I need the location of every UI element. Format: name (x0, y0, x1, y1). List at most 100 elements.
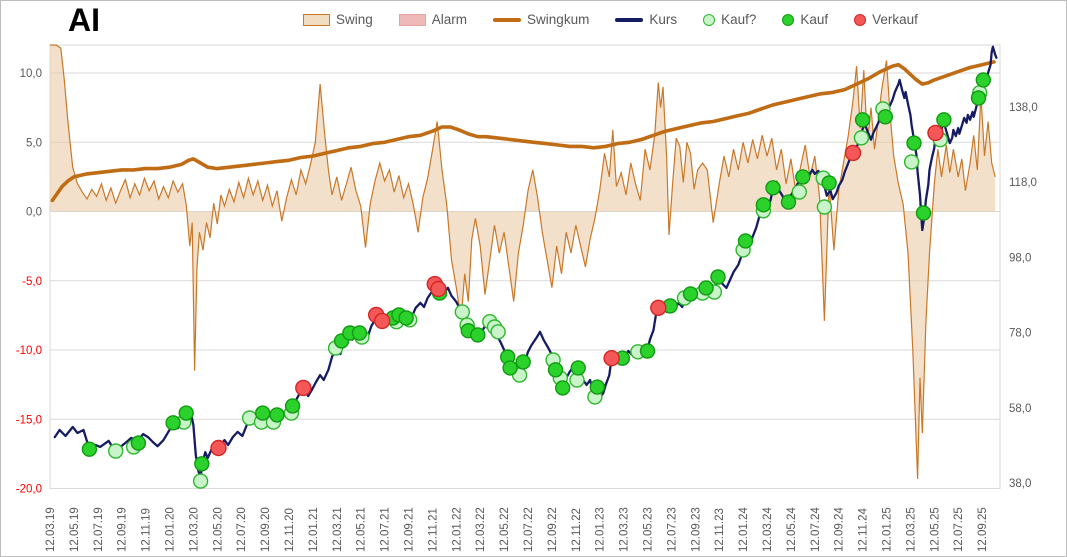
x-axis-label: 12.07.19 (93, 507, 105, 552)
x-axis-label: 12.03.25 (905, 507, 917, 552)
x-axis-label: 12.09.24 (834, 507, 846, 552)
marker-Kauf (269, 407, 285, 423)
dot-swatch-icon (782, 13, 795, 26)
marker-Verkauf (650, 299, 667, 316)
legend-label: Swingkum (527, 12, 590, 27)
x-axis-label: 12.01.20 (165, 507, 177, 552)
x-axis-label: 12.09.19 (117, 507, 129, 552)
marker-Kauf (906, 135, 922, 151)
x-axis-label: 12.03.19 (45, 507, 57, 552)
legend-label: Alarm (431, 12, 468, 27)
marker-Kauf? (454, 304, 470, 320)
x-axis-label: 12.07.20 (236, 507, 248, 552)
marker-Kauf? (816, 199, 833, 215)
marker-Kauf? (490, 324, 506, 340)
marker-Verkauf (844, 144, 862, 162)
plot-border (49, 44, 1001, 489)
x-axis-label: 12.01.24 (738, 507, 750, 552)
marker-Kauf? (192, 473, 209, 489)
x-axis-label: 12.03.21 (332, 507, 344, 552)
marker-Kauf (682, 286, 699, 302)
left-axis-label: 5,0 (26, 137, 42, 149)
marker-Verkauf (374, 312, 391, 330)
marker-Kauf (755, 197, 772, 213)
x-axis-label: 12.05.22 (499, 507, 511, 552)
marker-Kauf? (903, 154, 920, 170)
x-axis-label: 12.11.20 (284, 508, 296, 552)
legend-label: Swing (336, 12, 373, 27)
legend-item-kauf[interactable]: Kauf? (703, 12, 756, 27)
marker-Kauf (515, 354, 531, 370)
x-axis-label: 12.07.22 (523, 507, 535, 552)
legend-label: Kauf? (721, 12, 757, 27)
marker-Kauf (780, 194, 797, 210)
marker-Kauf (130, 435, 147, 451)
x-axis-label: 12.05.23 (643, 507, 655, 552)
x-axis-label: 12.11.19 (141, 508, 153, 552)
legend-item-alarm[interactable]: Alarm (398, 12, 468, 27)
right-axis-label: 118,0 (1009, 177, 1037, 189)
left-axis-label: -15,0 (16, 414, 42, 426)
marker-Kauf (975, 72, 991, 88)
x-axis-label: 12.11.23 (714, 508, 726, 552)
marker-Kauf (821, 175, 837, 191)
marker-Kauf (854, 112, 871, 128)
marker-Kauf (639, 343, 656, 359)
x-axis-label: 12.11.21 (427, 508, 439, 552)
right-axis-label: 98,0 (1009, 252, 1031, 264)
marker-Kauf (194, 456, 210, 472)
marker-Kauf (547, 362, 564, 378)
x-axis-label: 12.09.20 (260, 507, 272, 552)
right-axis-label: 138,0 (1009, 102, 1038, 114)
marker-Verkauf (603, 350, 620, 367)
legend-item-swingkum[interactable]: Swingkum (493, 12, 589, 27)
marker-Kauf (502, 360, 518, 376)
x-axis-label: 12.07.24 (810, 507, 822, 552)
series-Swing-outline (50, 44, 996, 479)
left-axis-label: -5,0 (22, 276, 42, 288)
x-axis-label: 12.05.20 (212, 507, 224, 552)
x-axis-label: 12.01.23 (595, 507, 607, 552)
marker-Verkauf (210, 439, 227, 457)
series-Swingkum-line (50, 60, 996, 203)
x-axis-label: 12.01.25 (882, 507, 894, 552)
line-swatch-icon (615, 17, 644, 22)
area-swatch-icon (398, 13, 426, 26)
x-axis-label: 12.11.24 (858, 507, 870, 552)
left-axis-label: 10,0 (20, 68, 42, 80)
left-axis-label: -10,0 (16, 345, 42, 357)
legend-item-swing[interactable]: Swing (303, 12, 373, 27)
x-axis-label: 12.03.24 (762, 507, 774, 552)
line-swatch-icon (493, 17, 522, 22)
right-axis-label: 78,0 (1009, 328, 1031, 340)
marker-Kauf (589, 379, 605, 395)
marker-Kauf (570, 360, 586, 376)
x-axis-label: 12.09.22 (547, 507, 559, 552)
legend-item-verkauf[interactable]: Verkauf (854, 12, 918, 27)
legend-label: Kauf (800, 12, 829, 27)
marker-Verkauf (295, 379, 312, 397)
legend-item-kauf[interactable]: Kauf (782, 12, 828, 27)
legend-item-kurs[interactable]: Kurs (615, 12, 677, 27)
x-axis-label: 12.05.25 (929, 507, 941, 552)
right-axis-label: 58,0 (1009, 403, 1031, 415)
x-axis-label: 12.05.21 (356, 507, 368, 552)
x-axis-label: 12.09.25 (977, 507, 989, 552)
marker-Kauf (255, 405, 271, 421)
marker-Kauf (470, 327, 486, 343)
marker-Verkauf (927, 124, 944, 142)
marker-Kauf (877, 109, 893, 125)
marker-Verkauf (430, 280, 447, 298)
page-title: AI (68, 2, 100, 38)
marker-Kauf (555, 380, 571, 396)
dot-swatch-icon (854, 13, 867, 26)
x-axis-label: 12.07.23 (666, 507, 678, 552)
marker-Kauf (284, 398, 301, 414)
chart-legend: Swing Alarm Swingkum Kurs Kauf? Kauf Verkauf (303, 12, 918, 27)
x-axis-label: 12.05.24 (786, 507, 798, 552)
marker-Kauf (795, 169, 811, 185)
marker-Kauf (970, 90, 987, 106)
x-axis-label: 12.01.21 (308, 507, 320, 552)
x-axis-label: 12.11.22 (571, 508, 583, 552)
x-axis-label: 12.03.23 (619, 507, 631, 552)
